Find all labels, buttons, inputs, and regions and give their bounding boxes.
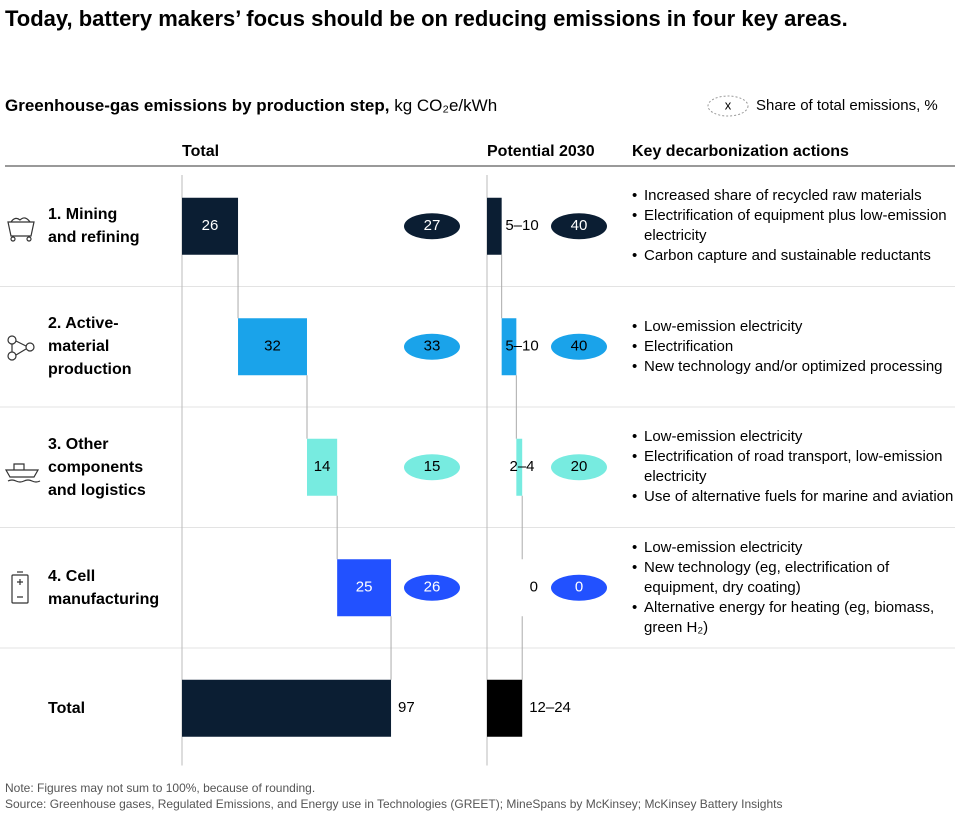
category-label: 1. Mining and refining	[48, 206, 140, 247]
action-list: Increased share of recycled raw material…	[630, 186, 960, 266]
potential-bar	[516, 438, 523, 496]
potential-share-marker	[551, 213, 607, 240]
bar	[306, 438, 338, 496]
action-list: Low-emission electricityNew technology (…	[630, 538, 960, 638]
action-item: Low-emission electricity	[630, 317, 960, 337]
bar	[238, 318, 307, 376]
potential-bar	[487, 197, 502, 255]
molecule-icon	[7, 335, 35, 361]
share-label: 15	[424, 458, 441, 475]
mining-icon	[7, 217, 35, 242]
potential-label: 0	[530, 579, 538, 596]
action-item: Low-emission electricity	[630, 538, 960, 558]
bar	[337, 559, 392, 617]
total-label: 97	[398, 699, 415, 716]
column-header: Key decarbonization actions	[632, 143, 849, 160]
share-label: 26	[424, 579, 441, 596]
action-item: Low-emission electricity	[630, 427, 960, 447]
potential-share-marker	[551, 454, 607, 481]
potential-share-marker	[551, 574, 607, 601]
note: Note: Figures may not sum to 100%, becau…	[5, 781, 316, 795]
subtitle-text: Greenhouse-gas emissions by production s…	[5, 96, 390, 115]
bar-label: 14	[314, 458, 331, 475]
potential-label: 5–10	[505, 217, 538, 234]
bar-label: 26	[202, 217, 219, 234]
action-item: New technology (eg, electrification of e…	[630, 558, 960, 598]
action-item: Alternative energy for heating (eg, biom…	[630, 598, 960, 638]
share-marker	[404, 213, 460, 240]
share-marker	[404, 333, 460, 360]
action-item: Increased share of recycled raw material…	[630, 186, 960, 206]
legend-label: Share of total emissions, %	[756, 97, 938, 114]
total-bar	[182, 679, 392, 737]
action-item: Use of alternative fuels for marine and …	[630, 487, 960, 507]
potential-share-label: 20	[571, 458, 588, 475]
bar-label: 25	[356, 579, 373, 596]
potential-bar	[501, 318, 517, 376]
action-list: Low-emission electricityElectrificationN…	[630, 317, 960, 377]
action-item: Electrification of equipment plus low-em…	[630, 206, 960, 246]
legend-marker	[707, 95, 749, 117]
bar	[182, 197, 239, 255]
share-marker	[404, 454, 460, 481]
action-item: Electrification	[630, 337, 960, 357]
category-label: 2. Active- material production	[48, 315, 132, 379]
potential-share-label: 40	[571, 338, 588, 355]
action-item: Carbon capture and sustainable reductant…	[630, 246, 960, 266]
potential-share-marker	[551, 333, 607, 360]
share-label: 33	[424, 338, 441, 355]
potential-share-label: 40	[571, 217, 588, 234]
total-potential-bar	[487, 679, 523, 737]
total-potential-label: 12–24	[529, 699, 571, 716]
action-item: New technology and/or optimized processi…	[630, 357, 960, 377]
potential-share-label: 0	[575, 579, 583, 596]
share-marker	[404, 574, 460, 601]
column-header: Total	[182, 143, 220, 160]
title: Today, battery makers’ focus should be o…	[5, 6, 848, 31]
category-label: 4. Cell manufacturing	[48, 567, 160, 608]
column-header: Potential 2030	[487, 143, 595, 160]
subtitle: Greenhouse-gas emissions by production s…	[5, 96, 497, 116]
legend-marker-text: x	[725, 97, 732, 112]
action-list: Low-emission electricityElectrification …	[630, 427, 960, 507]
potential-label: 5–10	[505, 338, 538, 355]
total-row-label: Total	[48, 699, 86, 717]
bar-label: 32	[264, 338, 281, 355]
legend: Share of total emissions, %	[708, 97, 938, 114]
unit: kg CO₂e/kWh	[394, 96, 498, 115]
icons	[4, 217, 41, 604]
battery-icon	[11, 571, 29, 604]
ship-icon	[4, 463, 41, 483]
action-item: Electrification of road transport, low-e…	[630, 447, 960, 487]
share-label: 27	[424, 217, 441, 234]
category-label: 3. Other components and logistics	[48, 435, 146, 499]
potential-label: 2–4	[509, 458, 534, 475]
source: Source: Greenhouse gases, Regulated Emis…	[5, 797, 783, 811]
